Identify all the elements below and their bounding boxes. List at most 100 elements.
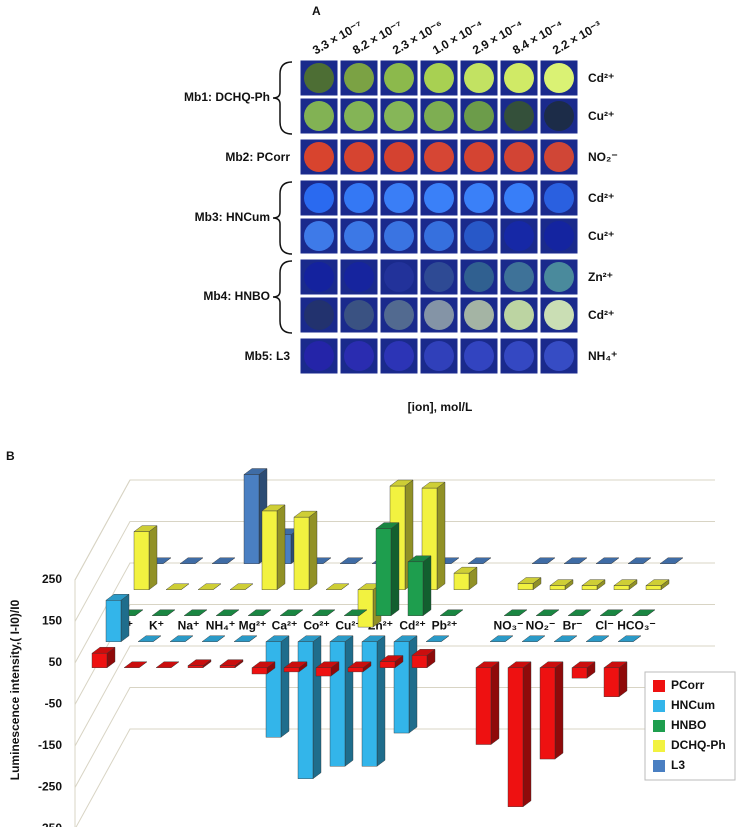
well-spot [544,300,574,330]
legend-swatch [653,700,665,712]
bar [123,661,148,668]
well-spot [464,341,494,371]
well-spot [504,183,534,213]
bar-top [631,609,656,616]
well-spot [424,142,454,172]
bar-top [567,609,592,616]
bar-top [617,635,642,642]
bar-front [375,528,392,616]
bar-top [467,557,492,564]
well-spot [304,142,334,172]
well-spot [544,221,574,251]
ion-label: Cu²⁺ [588,229,614,243]
bar-front [105,600,122,642]
sensor-label: Mb3: HNCum [195,210,270,224]
x-tick-label: NH₄⁺ [206,618,235,632]
bar-top [325,583,350,590]
bar-top [411,649,436,656]
bar-top [553,635,578,642]
bar-top [379,655,404,662]
well-spot [504,63,534,93]
well-spot [304,63,334,93]
y-tick-label: 50 [49,655,63,669]
well-spot [424,262,454,292]
bar [581,579,606,591]
bar-top [297,635,322,642]
bar-front [603,667,620,697]
bar-side [120,593,130,643]
bar [187,659,212,669]
bar-top [151,609,176,616]
well-spot [384,101,414,131]
bar [617,635,642,642]
bar-top [645,579,670,586]
bar-top [549,579,574,586]
bar-front [315,667,332,677]
well-spot [544,101,574,131]
bar [517,577,542,591]
well-spot [304,262,334,292]
well-spot [464,300,494,330]
bar-front [379,661,396,668]
well-spot [384,142,414,172]
well-spot [384,262,414,292]
panel-label: B [6,449,15,463]
well-spot [504,341,534,371]
bar-top [585,635,610,642]
brace [272,61,293,135]
bar [603,661,628,698]
well-spot [424,63,454,93]
y-tick-label: -250 [38,780,62,794]
well-spot [304,183,334,213]
bar [311,609,336,616]
bar-front [571,667,588,679]
y-tick-label: -150 [38,738,62,752]
bar-top [133,525,158,532]
well-spot [384,221,414,251]
bar [393,635,418,734]
bar-top [211,557,236,564]
bar-top [279,609,304,616]
well-spot [304,300,334,330]
well-spot [424,221,454,251]
bar-side [276,504,286,591]
bar [631,609,656,616]
bar-front [293,516,310,590]
bar-front [219,665,236,668]
bar [169,635,194,642]
bar [503,609,528,616]
bar-side [344,635,354,767]
x-tick-label: NO₃⁻ [494,618,524,632]
bar [563,557,588,564]
bar-top [517,577,542,584]
well-spot [504,101,534,131]
bar-front [507,667,524,807]
bar [133,525,158,591]
panel-label: A [312,4,321,18]
bar-top [187,659,212,666]
bar [219,659,244,669]
well-spot [544,262,574,292]
bar-front [645,585,662,590]
bar [599,609,624,616]
well-spot [544,183,574,213]
x-axis-label: [ion], mol/L [408,400,473,414]
bar-side [522,661,532,808]
well-spot [464,262,494,292]
bar [279,609,304,616]
legend-swatch [653,760,665,772]
bar-top [659,557,684,564]
ion-label: Cd²⁺ [588,71,614,85]
well-spot [344,142,374,172]
grid-line [74,604,715,705]
bar [183,609,208,616]
bar-front [243,474,260,564]
bar [535,609,560,616]
bar-top [453,566,478,574]
x-tick-label: Ca²⁺ [272,618,298,632]
grid-line [74,562,715,664]
bar-top [531,557,556,564]
bar-top [283,661,308,668]
y-axis-label: Luminescence intensity,( I-I0)/I0 [8,599,22,780]
bar [315,661,340,677]
